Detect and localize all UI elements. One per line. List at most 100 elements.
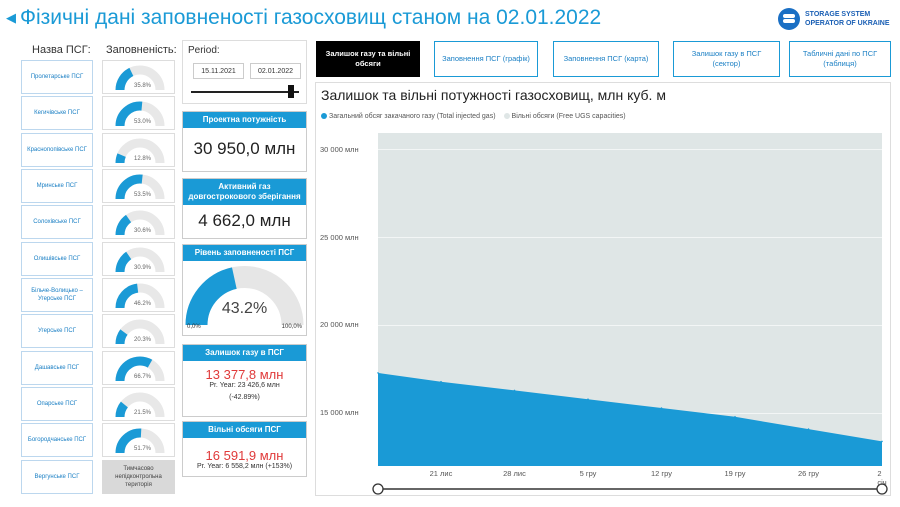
storage-fill-gauge: 46.2%: [102, 278, 175, 313]
injected-gas-point: [660, 407, 663, 409]
storage-fill-value: 30.9%: [134, 264, 152, 271]
period-end-input[interactable]: 02.01.2022: [250, 63, 301, 79]
period-slider-handle[interactable]: [288, 85, 294, 98]
fill-level-card: Рівень заповненості ПСГ 43.2% 0,0% 100,0…: [182, 244, 307, 336]
date-range-start-handle[interactable]: [372, 483, 384, 495]
storage-fill-gauge: 21.5%: [102, 387, 175, 422]
storage-name-item[interactable]: Солохівське ПСГ: [21, 205, 93, 240]
mini-gauge-fill: [115, 251, 132, 273]
injected-gas-point: [440, 380, 442, 383]
mini-gauge: [115, 210, 165, 236]
mini-gauge: [115, 283, 165, 309]
x-tick-label: 28 лис: [503, 469, 526, 478]
storage-fill-value: 66.7%: [134, 373, 152, 380]
storage-name-item[interactable]: Краснопопівське ПСГ: [21, 132, 93, 167]
period-label: Period:: [188, 45, 220, 56]
legend-dot-free: [503, 113, 510, 120]
mini-gauge: [115, 101, 165, 127]
injected-gas-point: [377, 372, 379, 374]
storage-fill-value: 53.5%: [134, 192, 152, 199]
storage-fill-gauge: 35.8%: [102, 60, 175, 94]
active-gas-title: Активний газ довгострокового зберігання: [183, 179, 306, 205]
page-title-text: Фізичні дані заповненості газосховищ ста…: [20, 6, 602, 29]
logo-line1: STORAGE SYSTEM: [805, 11, 871, 18]
storage-fill-value: 35.8%: [134, 83, 152, 89]
period-start-input[interactable]: 15.11.2021: [193, 63, 244, 79]
storage-name-item[interactable]: Олишівське ПСГ: [21, 241, 93, 276]
mini-gauge: [115, 174, 165, 200]
logo-icon: [778, 8, 800, 30]
storage-name-item[interactable]: Вергунське ПСГ: [21, 459, 93, 494]
legend-item-injected[interactable]: Загальний обсяг закачаного газу (Total i…: [321, 113, 496, 120]
tab-4[interactable]: Залишок газу в ПСГ (сектор): [673, 41, 780, 77]
storage-fill-value: 12.8%: [134, 155, 152, 162]
period-slider-track[interactable]: [191, 91, 299, 93]
date-range-end-handle[interactable]: [876, 483, 888, 495]
injected-gas-point: [734, 415, 736, 418]
tab-5[interactable]: Табличні дані по ПСГ (таблиця): [789, 41, 891, 77]
mini-gauge-fill: [115, 329, 128, 345]
x-tick-label: 21 лис: [429, 469, 453, 478]
storage-fill-gauge: 66.7%: [102, 350, 175, 385]
storage-name-item[interactable]: Мринське ПСГ: [21, 169, 93, 204]
injected-gas-point: [881, 440, 883, 443]
back-icon[interactable]: ◀: [6, 10, 16, 25]
fill-level-title: Рівень заповненості ПСГ: [183, 245, 306, 261]
active-gas-card: Активний газ довгострокового зберігання …: [182, 178, 307, 239]
mini-gauge: [115, 65, 165, 91]
free-capacity-prev-year: Pr. Year: 6 558,2 млн (+153%): [196, 463, 293, 470]
name-column-header: Назва ПСГ:: [32, 44, 91, 56]
remaining-gas-value: 13 377,8 млн: [205, 367, 284, 382]
page-title: ◀ Фізичні дані заповненості газосховищ с…: [6, 6, 601, 30]
injected-gas-point: [513, 389, 516, 392]
mini-gauge: [115, 319, 165, 345]
storage-name-list: Пролетарське ПСГ Кегичівське ПСГ Краснопоп…: [21, 60, 93, 496]
remaining-gas-title: Залишок газу в ПСГ: [183, 345, 306, 361]
injected-gas-point: [587, 398, 589, 401]
y-tick-label: 20 000 млн: [320, 320, 359, 330]
tab-3[interactable]: Заповнення ПСГ (карта): [553, 41, 659, 77]
storage-fill-value: 30.6%: [134, 228, 152, 235]
mini-gauge-fill: [115, 356, 153, 382]
storage-name-item[interactable]: Більче-Волицько – Угерське ПСГ: [21, 278, 93, 313]
storage-name-item[interactable]: Кегичівське ПСГ: [21, 96, 93, 131]
active-gas-value: 4 662,0 млн: [198, 211, 291, 230]
fill-level-value: 43.2%: [221, 300, 268, 317]
storage-fill-gauge: 30.6%: [102, 205, 175, 240]
storage-name-item[interactable]: Дашавське ПСГ: [21, 350, 93, 385]
logo-line2: OPERATOR OF UKRAINE: [805, 20, 890, 27]
x-tick-label: 26 гру: [798, 469, 819, 478]
storage-fill-gauge: 20.3%: [102, 314, 175, 349]
storage-name-item[interactable]: Опарське ПСГ: [21, 387, 93, 422]
area-chart[interactable]: [316, 83, 892, 497]
chart-title: Залишок та вільні потужності газосховищ,…: [321, 87, 666, 103]
storage-fill-unavailable: Тимчасово непідконтрольна територія: [102, 459, 175, 494]
tab-2[interactable]: Заповнення ПСГ (графік): [434, 41, 538, 77]
storage-name-item[interactable]: Пролетарське ПСГ: [21, 60, 93, 94]
injected-gas-point: [807, 428, 810, 430]
mini-gauge-fill: [115, 174, 143, 200]
storage-fill-gauge: 12.8%: [102, 132, 175, 167]
period-filter: Period: 15.11.2021 02.01.2022: [182, 40, 307, 104]
free-capacity-value: 16 591,9 млн: [205, 448, 284, 463]
y-tick-label: 25 000 млн: [320, 232, 359, 242]
fill-level-gauge: [185, 266, 304, 326]
x-tick-label: 12 гру: [651, 469, 672, 478]
x-tick-label: 19 гру: [724, 469, 746, 478]
remaining-gas-prev-year: Pr. Year: 23 426,6 млн: [209, 382, 280, 389]
mini-gauge: [115, 392, 165, 418]
fill-level-max: 100,0%: [281, 324, 302, 330]
storage-fill-gauge: 51.7%: [102, 423, 175, 458]
storage-fill-gauge: 53.0%: [102, 96, 175, 131]
tab-1[interactable]: Залишок газу та вільні обсяги: [316, 41, 420, 77]
y-tick-label: 15 000 млн: [320, 408, 359, 418]
mini-gauge: [115, 138, 165, 164]
storage-name-item[interactable]: Богородчанське ПСГ: [21, 423, 93, 458]
storage-fill-value: 21.5%: [134, 410, 152, 417]
company-logo: STORAGE SYSTEM OPERATOR OF UKRAINE: [778, 8, 890, 30]
mini-gauge-fill: [115, 67, 134, 91]
mini-gauge-fill: [115, 101, 143, 127]
chart-panel: Залишок та вільні потужності газосховищ,…: [315, 82, 891, 496]
legend-item-free[interactable]: Вільні обсяги (Free UGS capacities): [503, 113, 626, 120]
storage-name-item[interactable]: Угерське ПСГ: [21, 314, 93, 349]
